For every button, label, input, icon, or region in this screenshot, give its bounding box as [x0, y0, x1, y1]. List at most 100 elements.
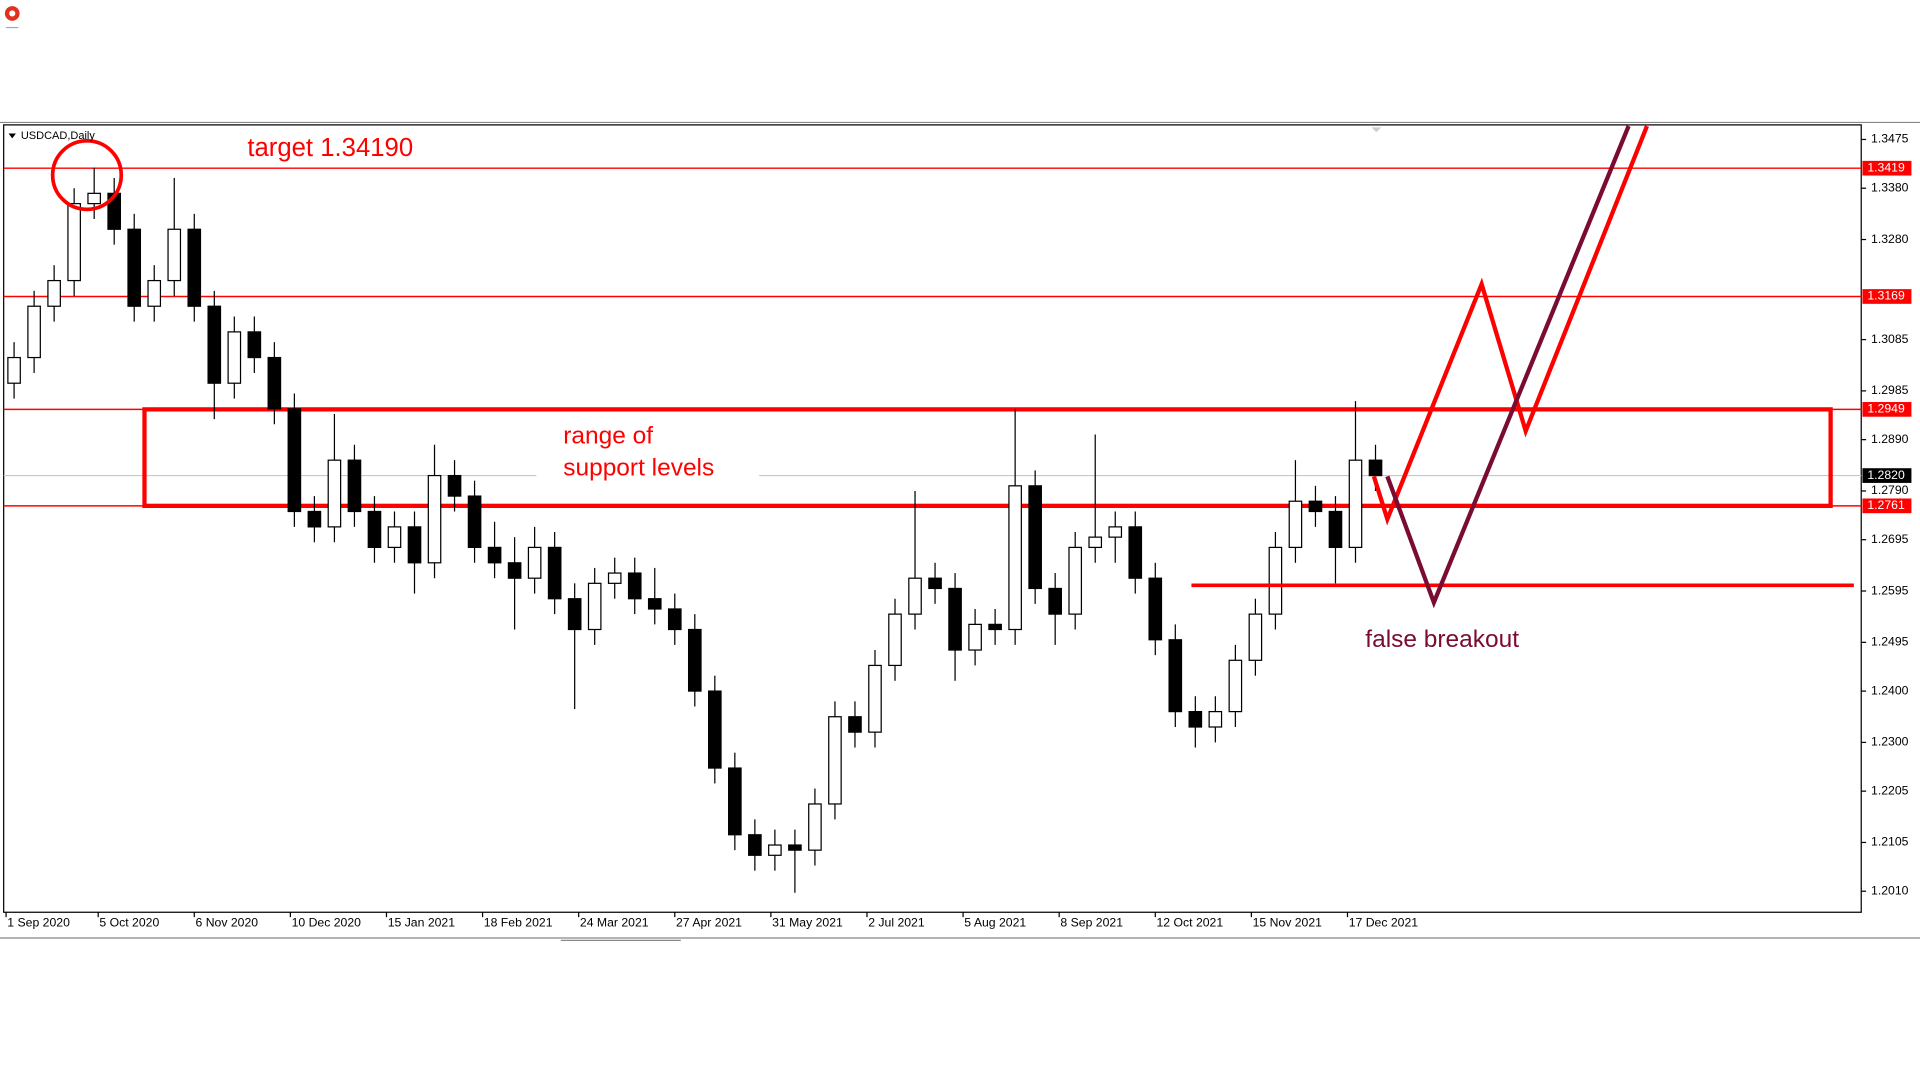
x-tick-label: 6 Nov 2020	[195, 915, 258, 929]
x-tick-label: 15 Jan 2021	[388, 915, 456, 929]
symbol-menu[interactable]	[8, 133, 16, 139]
target-circle	[50, 138, 124, 212]
level-price-box	[1862, 498, 1912, 514]
candle-body	[567, 598, 582, 631]
candle-body	[988, 623, 1002, 631]
candle-body	[267, 356, 282, 410]
level-price-box	[1862, 160, 1912, 176]
candle-body	[287, 408, 302, 513]
candle-body	[367, 510, 382, 549]
x-tick-label: 27 Apr 2021	[676, 915, 742, 929]
candle-body	[1048, 587, 1062, 615]
candle-body	[547, 546, 562, 600]
candle-body	[888, 613, 902, 667]
label-background	[536, 422, 760, 487]
x-tick-label: 8 Sep 2021	[1060, 915, 1123, 929]
candle-body	[627, 572, 642, 600]
candle-body	[928, 577, 942, 590]
candle-body	[307, 510, 322, 528]
x-tick-label: 2 Jul 2021	[868, 915, 925, 929]
y-tick-label: 1.3085	[1871, 332, 1909, 346]
candle-body	[487, 546, 502, 564]
candle-body	[147, 279, 162, 307]
level-price-label: 1.2761	[1867, 498, 1905, 512]
axis-layer: 1.3475 1.3380 1.3280 1.3085 1.2985 1.2890 1.27…	[5, 132, 1912, 929]
candle-body	[828, 716, 842, 805]
range-label: support levels	[563, 454, 714, 481]
candle-body	[868, 664, 882, 733]
candle-body	[1328, 510, 1343, 549]
y-tick-label: 1.2890	[1871, 432, 1909, 446]
level-layer	[3, 167, 1862, 508]
candle-body	[1268, 546, 1283, 615]
candle-body	[1348, 459, 1363, 549]
candle-body	[607, 572, 622, 584]
app-icon	[4, 6, 20, 29]
level-price-label: 1.3419	[1867, 160, 1905, 174]
y-tick-label: 1.2595	[1871, 583, 1909, 597]
candle-body	[67, 202, 81, 282]
candle-body	[1248, 613, 1263, 661]
x-tick-label: 12 Oct 2021	[1157, 915, 1224, 929]
candle-body	[447, 474, 462, 497]
y-tick-label: 1.2105	[1871, 835, 1909, 849]
y-tick-label: 1.2300	[1871, 735, 1909, 749]
candle-body	[1168, 639, 1183, 713]
candle-body	[167, 228, 182, 282]
candle-body	[347, 459, 362, 513]
candle-body	[708, 690, 722, 769]
plot-frame	[3, 124, 1862, 913]
candle-body	[647, 598, 662, 610]
candle-body	[327, 459, 342, 528]
candle-body	[587, 582, 602, 631]
y-tick-label: 1.2790	[1871, 483, 1909, 497]
candle-body	[1108, 526, 1123, 538]
y-tick-label: 1.3380	[1871, 180, 1909, 194]
candle-body	[227, 331, 242, 384]
projection-maroon	[1385, 125, 1631, 609]
last-price-label: 1.2820	[1867, 468, 1905, 482]
y-tick-label: 1.3280	[1871, 232, 1909, 246]
candle-body	[27, 305, 41, 359]
shift-marker	[1371, 127, 1382, 133]
candle-body	[87, 192, 101, 205]
candle-body	[1148, 577, 1163, 641]
candle-body	[407, 526, 422, 564]
projection-red	[1371, 125, 1649, 526]
symbol-label: USDCAD,Daily	[21, 130, 96, 142]
candle-body	[968, 623, 982, 651]
candle-body	[748, 834, 762, 856]
x-tick-label: 17 Dec 2021	[1349, 915, 1419, 929]
y-tick-label: 1.2205	[1871, 783, 1909, 797]
target-label: target 1.34190	[247, 134, 413, 162]
candle-body	[1368, 459, 1383, 477]
candle-body	[1288, 500, 1303, 549]
candle-body	[1208, 710, 1223, 728]
candle-body	[247, 331, 262, 359]
candle-body	[768, 844, 782, 856]
range-label: range of	[563, 423, 653, 450]
candle-body	[427, 474, 442, 564]
candle-body	[1128, 526, 1143, 579]
candle-body	[908, 577, 922, 615]
y-tick-label: 1.2495	[1871, 635, 1909, 649]
level-price-box	[1862, 402, 1912, 417]
x-tick-label: 15 Nov 2021	[1253, 915, 1323, 929]
x-tick-label: 31 May 2021	[772, 915, 843, 929]
x-tick-label: 1 Sep 2020	[7, 915, 70, 929]
candle-body	[207, 305, 222, 384]
candle-body	[728, 767, 742, 836]
candle-body	[1188, 710, 1203, 728]
y-tick-label: 1.2695	[1871, 532, 1909, 546]
x-tick-label: 24 Mar 2021	[580, 915, 649, 929]
candle-body	[667, 608, 682, 631]
x-tick-label: 10 Dec 2020	[292, 915, 362, 929]
candle-body	[507, 562, 522, 579]
candle-body	[47, 279, 61, 307]
candle-body	[1008, 485, 1022, 631]
candle-body	[808, 803, 822, 851]
y-tick-label: 1.2985	[1871, 383, 1909, 397]
candle-body	[7, 356, 21, 384]
